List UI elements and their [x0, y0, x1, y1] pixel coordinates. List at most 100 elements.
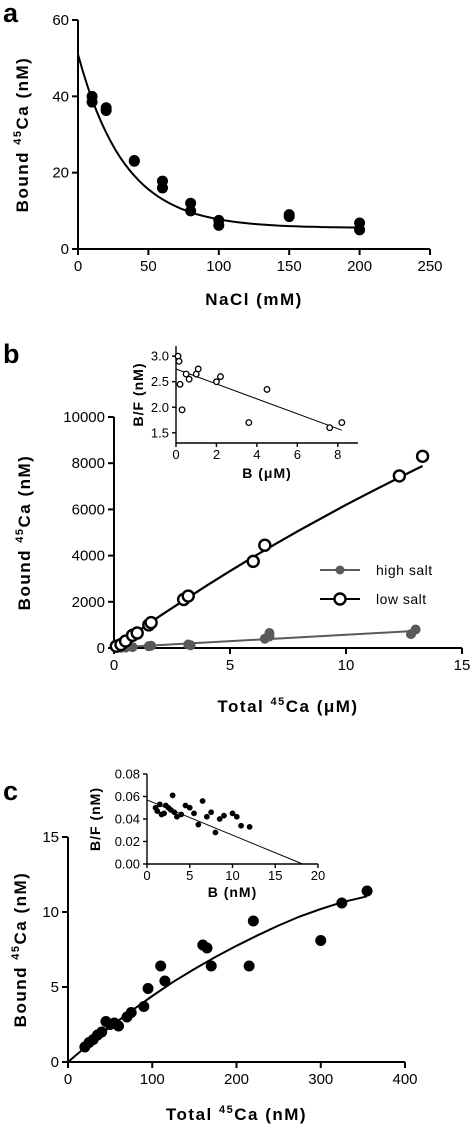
panel-b-x-tick-label: 5 — [226, 657, 234, 674]
panel-a-x-tick-label: 50 — [140, 258, 157, 275]
panel-c-data-point — [155, 960, 167, 972]
panel-b-y-tick-label: 4000 — [72, 548, 105, 565]
panel-c-inset-point — [195, 821, 202, 828]
panel-b-inset-point — [217, 373, 224, 381]
panel-b-letter: b — [3, 339, 20, 369]
panel-b-low-salt-point — [415, 449, 430, 463]
panel-b-y-tick-label: 0 — [97, 640, 105, 657]
panel-b-low-salt-point — [392, 469, 407, 483]
panel-a-y-tick-label: 60 — [52, 12, 69, 29]
panel-c-inset-y-tick-label: 0.04 — [115, 812, 140, 827]
panel-c-x-tick-label: 200 — [224, 1071, 249, 1088]
panel-c-x-tick-label: 100 — [140, 1071, 165, 1088]
panel-b-inset-point — [245, 419, 253, 427]
panel-c-data-point — [201, 942, 213, 954]
panel-c-inset-point — [171, 809, 178, 816]
panel-b-inset-x-tick-label: 0 — [172, 447, 179, 462]
panel-a-y-tick-label: 40 — [52, 88, 69, 105]
panel-c-letter: c — [3, 776, 18, 806]
panel-c-inset-point — [199, 798, 206, 804]
panel-b-inset-x-tick-label: 6 — [294, 447, 301, 462]
panel-c-y-tick-label: 5 — [51, 979, 59, 996]
panel-a-data-point — [354, 224, 366, 236]
panel-c-y-tick-label: 0 — [51, 1054, 59, 1071]
panel-c-inset-point — [178, 811, 185, 818]
panel-c-inset-point — [233, 813, 240, 820]
panel-c-data-point — [96, 1026, 108, 1038]
panel-b-x-axis-label: Total 45Ca (μM) — [217, 696, 358, 716]
panel-b-x-tick-label: 10 — [338, 657, 355, 674]
panel-b-inset-x-axis-label: B (μM) — [242, 465, 292, 481]
panel-b-legend-low-salt-marker — [333, 592, 347, 606]
panel-c-inset-point — [182, 802, 189, 809]
panel-a-x-tick-label: 100 — [206, 258, 231, 275]
panel-b-inset-point — [263, 385, 271, 393]
panel-b-high-salt-point — [264, 627, 275, 638]
panel-c-inset-point — [208, 809, 215, 816]
panel-a-y-tick-label: 20 — [52, 165, 69, 182]
panel-b-inset-point — [212, 378, 220, 386]
panel-c-data-point — [138, 1001, 150, 1012]
panel-b-high-salt-point — [185, 640, 196, 651]
panel-b-inset-x-tick-label: 2 — [213, 447, 220, 462]
panel-b-inset: 0 2 4 6 8 1.5 2.0 2.5 3.0 B (μM) B/F (nM) — [130, 346, 358, 481]
panel-a-x-tick-label: 200 — [347, 258, 372, 275]
panel-c-data-point — [113, 1020, 125, 1032]
panel-b-low-salt-point — [130, 626, 144, 640]
panel-c-inset-x-tick-label: 0 — [143, 868, 150, 883]
panel-b-legend-low-salt-label: low salt — [376, 591, 427, 607]
panel-b-inset-point — [194, 365, 202, 373]
panel-c-inset-point — [229, 810, 236, 817]
panel-b-inset-point — [185, 375, 193, 383]
panel-b-inset-point — [326, 424, 334, 432]
panel-a-x-tick-label: 0 — [74, 258, 82, 275]
panel-c-y-tick-label: 15 — [42, 829, 59, 846]
panel-b-x-tick-label: 0 — [110, 657, 118, 674]
panel-c-inset-x-tick-label: 5 — [186, 868, 193, 883]
panel-c-inset-point — [169, 792, 176, 799]
panel-c-inset-x-tick-label: 10 — [225, 868, 239, 883]
panel-a-data-point — [283, 211, 295, 223]
panel-c-inset-y-axis-label: B/F (nM) — [87, 787, 103, 851]
panel-c-inset-point — [161, 810, 168, 817]
panel-c-inset-y-tick-label: 0.02 — [115, 834, 140, 849]
panel-b-y-axis-label: Bound 45Ca (nM) — [14, 455, 34, 611]
panel-b-inset-y-axis-label: B/F (nM) — [130, 363, 146, 427]
panel-b-y-tick-label: 6000 — [72, 501, 105, 518]
panel-b-inset-point — [338, 419, 346, 427]
panel-b-low-salt-point — [246, 554, 260, 569]
panel-b-inset-y-tick-label: 2.0 — [151, 400, 169, 415]
panel-c-inset-x-axis-label: B (nM) — [208, 884, 258, 900]
panel-c-data-point — [247, 915, 259, 927]
panel-c-inset-point — [191, 810, 197, 817]
panel-b-legend-high-salt-label: high salt — [376, 562, 433, 578]
panel-c-x-axis-label: Total 45Ca (nM) — [166, 1104, 307, 1124]
panel-b-inset-point — [176, 380, 184, 388]
panel-a-x-tick-label: 150 — [277, 258, 302, 275]
panel-c-inset-point — [174, 813, 180, 820]
panel-c-inset-point — [238, 822, 244, 829]
panel-b-y-tick-label: 8000 — [72, 455, 105, 472]
panel-c-data-point — [142, 983, 154, 994]
panel-c-data-point — [159, 975, 171, 987]
panel-b-y-tick-label: 10000 — [63, 409, 105, 426]
panel-c-inset-y-tick-label: 0.06 — [115, 789, 140, 804]
panel-b-inset-point — [182, 370, 190, 378]
panel-a-data-point — [156, 182, 168, 194]
panel-a-fit-curve — [77, 54, 360, 229]
panel-b-inset-y-tick-label: 2.5 — [151, 374, 169, 389]
panel-c-x-tick-label: 300 — [308, 1071, 333, 1088]
panel-c-data-point — [361, 885, 373, 897]
panel-c-inset-point — [203, 813, 210, 820]
panel-c-inset-point — [154, 808, 161, 815]
panel-a-x-axis-label: NaCl (mM) — [205, 290, 303, 309]
panel-b-high-salt-point — [410, 624, 421, 635]
panel-a-y-axis-label: Bound 45Ca (nM) — [12, 57, 32, 213]
panel-b-inset-fit — [175, 368, 342, 431]
panel-b-y-tick-label: 2000 — [72, 594, 105, 611]
panel-b-inset-x-tick-label: 8 — [334, 447, 341, 462]
panel-c-inset: 0 5 10 15 20 0.00 0.02 0.04 0.06 0.08 B (nM) B/F (n… — [87, 767, 325, 901]
panel-b-low-salt-point — [144, 615, 158, 630]
panel-c-inset-y-tick-label: 0.08 — [115, 767, 140, 782]
